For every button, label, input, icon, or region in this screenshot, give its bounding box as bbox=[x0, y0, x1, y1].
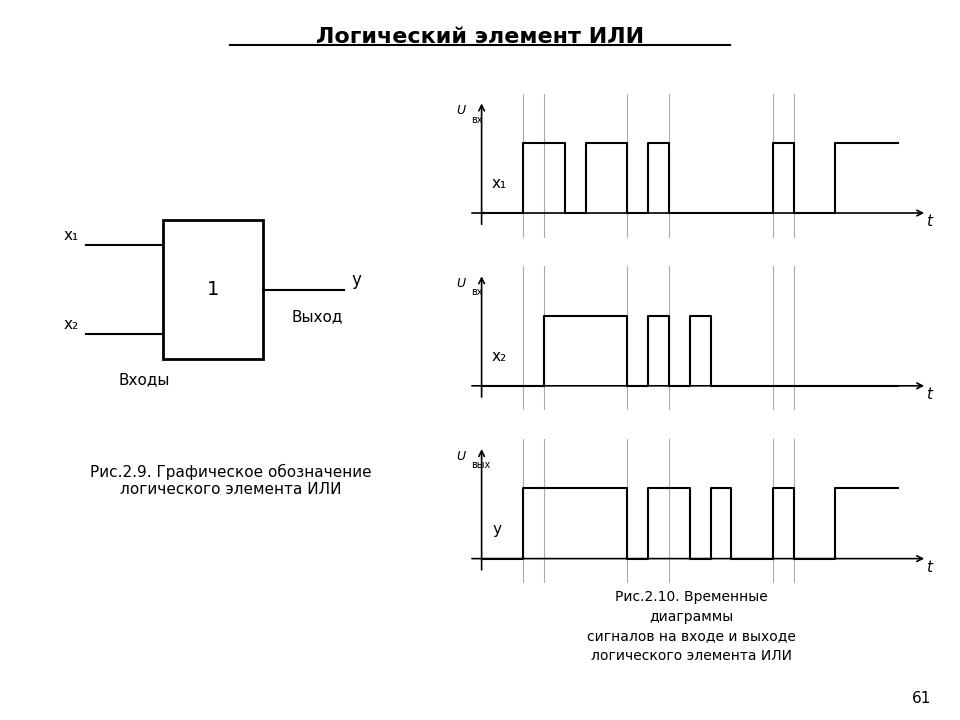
Text: вых: вых bbox=[471, 460, 491, 470]
Text: x₁: x₁ bbox=[492, 176, 507, 191]
Text: Логический элемент ИЛИ: Логический элемент ИЛИ bbox=[316, 27, 644, 48]
Text: U: U bbox=[457, 277, 466, 290]
Text: t: t bbox=[926, 215, 932, 230]
Text: y: y bbox=[492, 521, 501, 536]
Text: 61: 61 bbox=[912, 690, 931, 706]
Text: 1: 1 bbox=[207, 280, 219, 300]
Text: x₁: x₁ bbox=[63, 228, 79, 243]
Bar bbox=[163, 220, 263, 359]
Text: Входы: Входы bbox=[118, 372, 170, 387]
Text: y: y bbox=[351, 271, 361, 289]
Text: U: U bbox=[457, 450, 466, 463]
Text: Выход: Выход bbox=[291, 309, 343, 324]
Text: Рис.2.10. Временные
диаграммы
сигналов на входе и выходе
логического элемента ИЛ: Рис.2.10. Временные диаграммы сигналов н… bbox=[587, 590, 796, 663]
Text: x₂: x₂ bbox=[492, 348, 507, 364]
Text: x₂: x₂ bbox=[63, 317, 79, 332]
Text: Рис.2.9. Графическое обозначение
логического элемента ИЛИ: Рис.2.9. Графическое обозначение логичес… bbox=[89, 464, 372, 498]
Text: вх: вх bbox=[471, 287, 483, 297]
Text: вх: вх bbox=[471, 114, 483, 125]
Text: t: t bbox=[926, 560, 932, 575]
Text: U: U bbox=[457, 104, 466, 117]
Text: t: t bbox=[926, 387, 932, 402]
